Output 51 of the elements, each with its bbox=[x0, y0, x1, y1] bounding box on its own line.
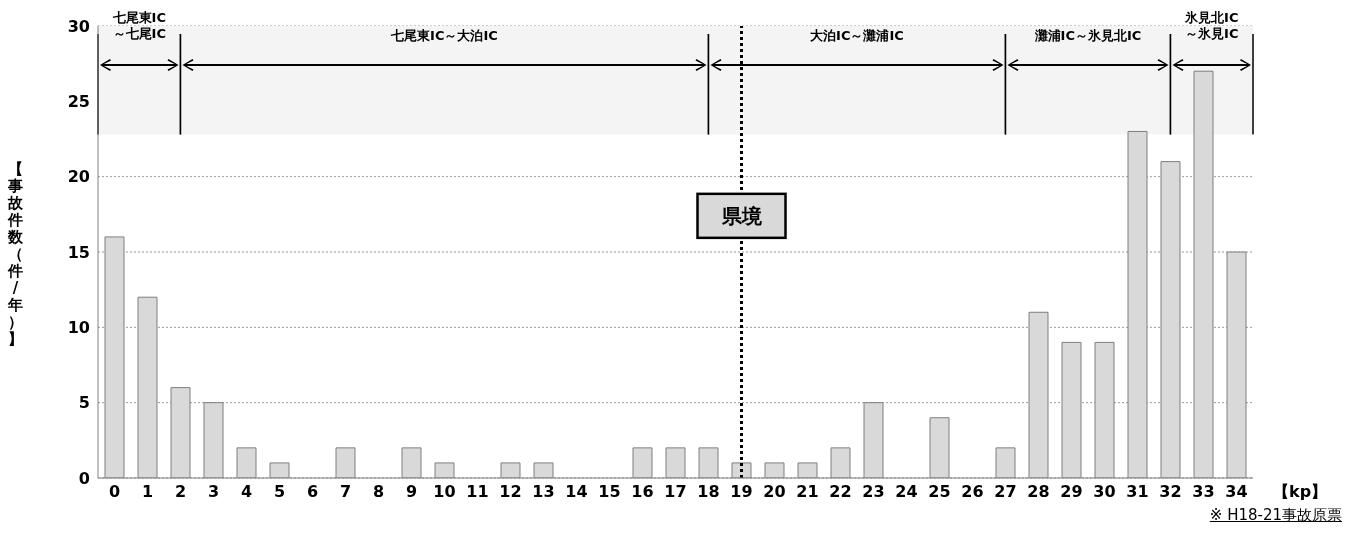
x-tick-label: 1 bbox=[141, 482, 154, 502]
y-tick-label: 10 bbox=[67, 318, 90, 338]
x-tick-label: 18 bbox=[697, 482, 720, 502]
y-tick-label: 0 bbox=[78, 468, 90, 488]
x-tick-label: 2 bbox=[174, 482, 187, 502]
x-tick-label: 11 bbox=[466, 482, 489, 502]
x-tick-label: 19 bbox=[730, 482, 753, 502]
x-tick-label: 25 bbox=[928, 482, 951, 502]
x-tick-label: 10 bbox=[433, 482, 456, 502]
x-tick-label: 21 bbox=[796, 482, 819, 502]
x-tick-label: 27 bbox=[994, 482, 1017, 502]
x-tick-label: 30 bbox=[1093, 482, 1116, 502]
text: ※ H18-21事故原票 bbox=[1209, 506, 1342, 525]
x-tick-label: 22 bbox=[829, 482, 852, 502]
y-tick-label: 15 bbox=[67, 242, 90, 262]
x-tick-label: 26 bbox=[961, 482, 984, 502]
x-tick-label: 33 bbox=[1192, 482, 1215, 502]
x-axis-title: 【kp】 bbox=[1273, 482, 1328, 503]
x-tick-label: 13 bbox=[532, 482, 555, 502]
x-tick-label: 15 bbox=[598, 482, 621, 502]
band-label: 氷見北IC ～氷見IC bbox=[1184, 10, 1239, 41]
x-tick-label: 23 bbox=[862, 482, 885, 502]
x-tick-label: 4 bbox=[240, 482, 253, 502]
x-tick-label: 7 bbox=[339, 482, 352, 502]
x-tick-label: 5 bbox=[273, 482, 286, 502]
y-tick-label: 25 bbox=[67, 92, 90, 112]
text: 【事故件数（件/年）】 bbox=[8, 159, 23, 348]
x-tick-label: 28 bbox=[1027, 482, 1050, 502]
y-tick-label: 20 bbox=[67, 167, 90, 187]
x-tick-label: 16 bbox=[631, 482, 654, 502]
x-tick-label: 29 bbox=[1060, 482, 1083, 502]
x-tick-label: 6 bbox=[306, 482, 319, 502]
y-tick-label: 30 bbox=[67, 16, 90, 36]
y-tick-label: 5 bbox=[78, 393, 90, 413]
x-tick-label: 17 bbox=[664, 482, 687, 502]
band-label: 七尾東IC ～七尾IC bbox=[111, 10, 166, 41]
x-tick-label: 8 bbox=[372, 482, 385, 502]
x-tick-label: 32 bbox=[1159, 482, 1182, 502]
x-tick-label: 12 bbox=[499, 482, 522, 502]
x-tick-label: 34 bbox=[1225, 482, 1248, 502]
x-tick-label: 3 bbox=[207, 482, 220, 502]
ref-line-label: 県境 bbox=[720, 203, 762, 228]
band-label: 七尾東IC～大泊IC bbox=[390, 28, 498, 43]
band-label: 灘浦IC～氷見北IC bbox=[1033, 28, 1142, 43]
x-tick-label: 31 bbox=[1126, 482, 1149, 502]
x-tick-label: 9 bbox=[405, 482, 418, 502]
x-tick-label: 20 bbox=[763, 482, 786, 502]
x-tick-label: 14 bbox=[565, 482, 588, 502]
x-tick-label: 0 bbox=[108, 482, 121, 502]
band-label: 大泊IC～灘浦IC bbox=[810, 28, 904, 43]
x-tick-label: 24 bbox=[895, 482, 918, 502]
